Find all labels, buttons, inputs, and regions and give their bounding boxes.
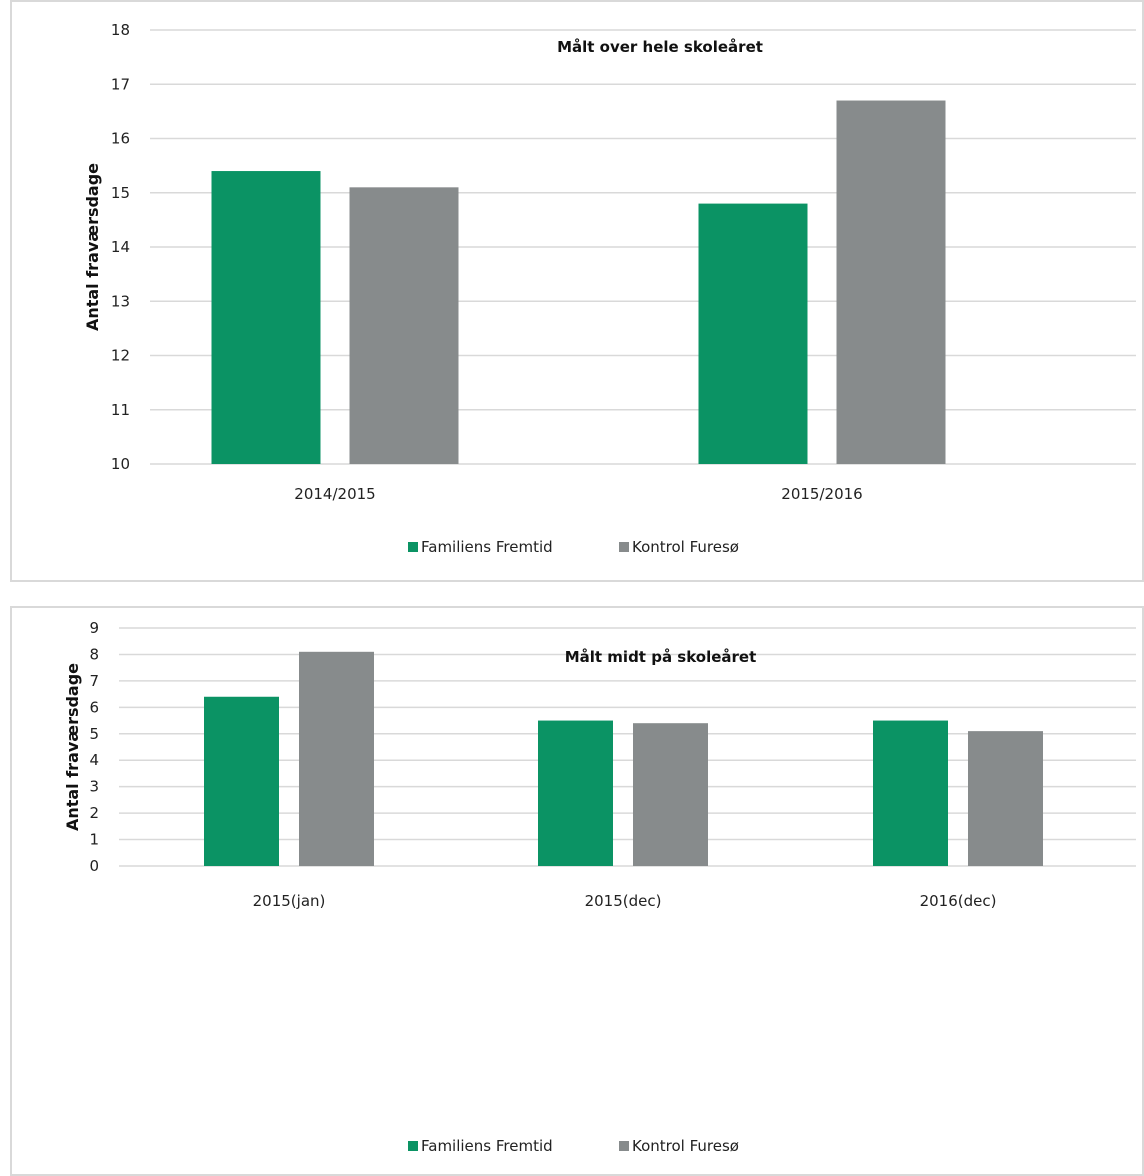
chart2-bar-familiens-fremtid-2 bbox=[873, 720, 948, 866]
chart2-y-tick-label: 1 bbox=[89, 831, 99, 849]
chart1-category-label: 2014/2015 bbox=[294, 485, 375, 503]
chart1-bar-familiens-fremtid-0 bbox=[211, 171, 321, 465]
chart2-bar-kontrol-fures--2 bbox=[968, 731, 1043, 866]
chart2-category-label: 2015(jan) bbox=[253, 892, 326, 910]
chart2-bar-familiens-fremtid-1 bbox=[538, 720, 613, 866]
chart1-legend-swatch-0 bbox=[408, 542, 418, 552]
chart-1-svg: 10 11 12 13 14 15 16 17 18 2014/2015 2015/2016 Målt… bbox=[83, 21, 1136, 556]
chart2-y-tick-label: 4 bbox=[89, 751, 99, 769]
chart1-category-label: 2015/2016 bbox=[781, 485, 862, 503]
chart1-y-tick-label: 10 bbox=[111, 455, 130, 473]
chart-panel-2: 0 1 2 3 4 5 6 7 8 9 2015(jan) 2015(dec) 2016(dec) Mål… bbox=[10, 606, 1144, 1176]
chart2-category-label: 2015(dec) bbox=[585, 892, 662, 910]
chart2-y-tick-label: 6 bbox=[89, 698, 99, 716]
chart1-title: Målt over hele skoleåret bbox=[557, 38, 763, 56]
chart2-y-tick-label: 8 bbox=[89, 645, 99, 663]
chart2-legend-label-0: Familiens Fremtid bbox=[421, 1137, 553, 1155]
chart1-y-tick-label: 13 bbox=[111, 292, 130, 310]
chart2-y-tick-label: 7 bbox=[89, 672, 99, 690]
chart2-y-tick-label: 3 bbox=[89, 778, 99, 796]
chart2-y-tick-label: 2 bbox=[89, 804, 99, 822]
chart2-bar-kontrol-fures--0 bbox=[299, 651, 374, 866]
chart1-bar-kontrol-fures--1 bbox=[836, 100, 946, 465]
chart2-legend-label-1: Kontrol Furesø bbox=[632, 1137, 739, 1155]
chart2-bar-familiens-fremtid-0 bbox=[204, 696, 279, 866]
chart2-y-tick-label: 0 bbox=[89, 857, 99, 875]
chart1-y-tick-label: 11 bbox=[111, 401, 130, 419]
chart1-y-tick-label: 18 bbox=[111, 21, 130, 39]
chart2-category-label: 2016(dec) bbox=[920, 892, 997, 910]
chart1-bar-kontrol-fures--0 bbox=[349, 187, 459, 464]
chart1-y-tick-label: 14 bbox=[111, 238, 130, 256]
chart2-y-tick-label: 9 bbox=[89, 619, 99, 637]
chart1-legend-swatch-1 bbox=[619, 542, 629, 552]
chart2-y-tick-label: 5 bbox=[89, 725, 99, 743]
chart-panel-1: 10 11 12 13 14 15 16 17 18 2014/2015 2015/2016 Målt… bbox=[10, 0, 1144, 582]
chart2-legend-swatch-1 bbox=[619, 1141, 629, 1151]
chart1-y-tick-label: 15 bbox=[111, 184, 130, 202]
chart1-legend-label-1: Kontrol Furesø bbox=[632, 538, 739, 556]
chart2-title: Målt midt på skoleåret bbox=[565, 648, 757, 666]
chart2-y-axis-label: Antal fraværsdage bbox=[63, 663, 82, 831]
chart1-y-tick-label: 16 bbox=[111, 130, 130, 148]
chart2-legend-swatch-0 bbox=[408, 1141, 418, 1151]
chart1-y-tick-label: 17 bbox=[111, 75, 130, 93]
chart1-y-axis-label: Antal fraværsdage bbox=[83, 163, 102, 331]
chart1-y-tick-label: 12 bbox=[111, 347, 130, 365]
chart1-legend-label-0: Familiens Fremtid bbox=[421, 538, 553, 556]
chart1-bar-familiens-fremtid-1 bbox=[698, 203, 808, 464]
chart-2-svg: 0 1 2 3 4 5 6 7 8 9 2015(jan) 2015(dec) 2016(dec) Mål… bbox=[63, 619, 1136, 1155]
chart2-bar-kontrol-fures--1 bbox=[633, 723, 708, 866]
